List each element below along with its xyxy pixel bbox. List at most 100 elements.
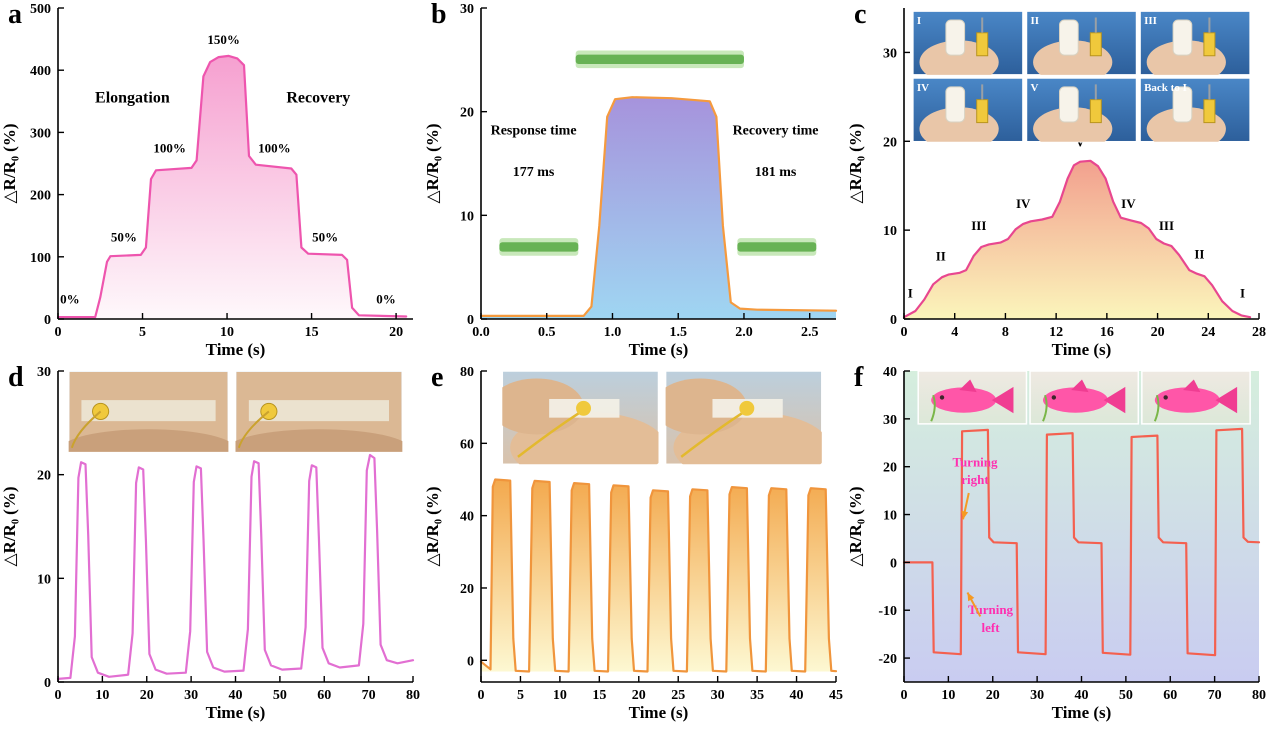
series-line [902, 427, 1261, 657]
svg-text:40: 40 [229, 688, 243, 703]
svg-text:-20: -20 [878, 652, 897, 667]
svg-text:28: 28 [1252, 325, 1266, 340]
svg-text:20: 20 [632, 688, 646, 703]
series-line [56, 54, 408, 319]
inset-photo [917, 370, 1028, 425]
svg-text:10: 10 [883, 224, 897, 239]
series-line [479, 478, 838, 673]
svg-text:10: 10 [95, 688, 109, 703]
svg-text:0: 0 [901, 688, 908, 703]
svg-text:45: 45 [829, 688, 843, 703]
panel-d: d 0 10 20 30 40 50 60 70 80 0 10 20 30 Time (s) △R/R₀ … [0, 362, 423, 726]
svg-text:I: I [1240, 286, 1245, 301]
svg-text:2.0: 2.0 [735, 325, 753, 340]
panel-f: f 0 10 20 30 40 50 60 70 80 -20 -10 0 10 20 30 40 Time (… [846, 362, 1269, 726]
svg-text:△R/R₀ (%): △R/R₀ (%) [423, 486, 442, 566]
svg-text:10: 10 [220, 325, 234, 340]
svg-text:80: 80 [1252, 688, 1266, 703]
inset-label: IV [917, 82, 929, 94]
svg-text:Time (s): Time (s) [206, 340, 266, 359]
svg-text:30: 30 [883, 46, 897, 61]
svg-text:△R/R₀ (%): △R/R₀ (%) [423, 123, 442, 203]
svg-text:100: 100 [30, 251, 51, 266]
svg-text:Recovery time: Recovery time [733, 123, 819, 138]
chart-canvas-e: 0 5 10 15 20 25 30 35 40 45 0 20 40 60 80 Time (s) △R/R₀… [423, 365, 843, 722]
inset-photo [1029, 370, 1140, 425]
svg-text:△R/R₀ (%): △R/R₀ (%) [846, 123, 865, 203]
svg-text:30: 30 [460, 2, 474, 17]
series-fill [481, 97, 836, 319]
svg-text:0%: 0% [376, 291, 396, 306]
chart-canvas-d: 0 10 20 30 40 50 60 70 80 0 10 20 30 Time (s) △R/R₀ (%… [0, 365, 420, 722]
svg-text:0: 0 [55, 325, 62, 340]
svg-text:70: 70 [1208, 688, 1222, 703]
svg-text:0.5: 0.5 [538, 325, 556, 340]
svg-text:30: 30 [1030, 688, 1044, 703]
svg-text:2.5: 2.5 [801, 325, 819, 340]
panel-c: c 0 4 8 12 16 20 24 28 0 10 20 30 Time (s) △R/R₀ (%) I… [846, 0, 1269, 363]
panel-letter: b [431, 0, 447, 30]
inset-label: Back to I [1144, 82, 1187, 94]
svg-text:III: III [1159, 218, 1174, 233]
svg-text:50: 50 [273, 688, 287, 703]
svg-text:20: 20 [389, 325, 403, 340]
svg-text:70: 70 [362, 688, 376, 703]
plot-host: 0 5 10 15 20 0 100 200 300 400 500 Time (s) △R/R₀ (%… [0, 0, 423, 363]
svg-text:10: 10 [941, 688, 955, 703]
svg-text:24: 24 [1201, 325, 1215, 340]
svg-text:Time (s): Time (s) [629, 703, 689, 722]
svg-text:Response time: Response time [491, 123, 577, 138]
svg-text:0%: 0% [60, 291, 80, 306]
svg-text:△R/R₀ (%): △R/R₀ (%) [0, 123, 19, 203]
svg-text:III: III [971, 218, 986, 233]
svg-text:30: 30 [37, 365, 51, 380]
svg-text:400: 400 [30, 64, 51, 79]
inset-photo [67, 370, 230, 453]
inset-label: V [1030, 82, 1038, 94]
svg-text:0: 0 [901, 325, 908, 340]
svg-text:25: 25 [671, 688, 685, 703]
chart-canvas-b: 0.0 0.5 1.0 1.5 2.0 2.5 0 10 20 30 Time (s) △R/R₀ (… [423, 2, 838, 359]
svg-text:150%: 150% [207, 32, 240, 47]
marker-bar [575, 54, 744, 64]
svg-text:Recovery: Recovery [286, 90, 350, 107]
svg-text:16: 16 [1100, 325, 1114, 340]
svg-text:5: 5 [139, 325, 146, 340]
svg-text:5: 5 [517, 688, 524, 703]
svg-text:Time (s): Time (s) [1052, 703, 1112, 722]
svg-text:20: 20 [883, 461, 897, 476]
inset-photo [234, 370, 404, 453]
svg-text:30: 30 [883, 413, 897, 428]
panel-letter: d [8, 362, 24, 393]
svg-text:20: 20 [883, 135, 897, 150]
series-fill [904, 160, 1251, 319]
inset-photo: V [1025, 77, 1138, 143]
svg-text:1.5: 1.5 [669, 325, 687, 340]
svg-text:20: 20 [1151, 325, 1165, 340]
svg-text:Time (s): Time (s) [206, 703, 266, 722]
svg-text:0: 0 [467, 654, 474, 669]
svg-text:△R/R₀ (%): △R/R₀ (%) [0, 486, 19, 566]
svg-text:20: 20 [460, 106, 474, 121]
svg-text:4: 4 [951, 325, 958, 340]
marker-bar [737, 242, 817, 252]
svg-text:Time (s): Time (s) [629, 340, 689, 359]
svg-text:10: 10 [553, 688, 567, 703]
svg-text:10: 10 [883, 509, 897, 524]
svg-text:0.0: 0.0 [472, 325, 490, 340]
svg-text:60: 60 [1163, 688, 1177, 703]
svg-text:177 ms: 177 ms [513, 165, 555, 180]
panel-letter: c [854, 0, 867, 30]
svg-text:8: 8 [1002, 325, 1009, 340]
plot-host: 0 4 8 12 16 20 24 28 0 10 20 30 Time (s) △R/R₀ (%) I II… [846, 0, 1269, 363]
svg-text:181 ms: 181 ms [755, 165, 797, 180]
inset-photo [501, 370, 660, 466]
svg-text:500: 500 [30, 2, 51, 17]
svg-text:40: 40 [460, 510, 474, 525]
svg-text:Turning: Turning [952, 455, 998, 470]
series-line [479, 96, 838, 317]
